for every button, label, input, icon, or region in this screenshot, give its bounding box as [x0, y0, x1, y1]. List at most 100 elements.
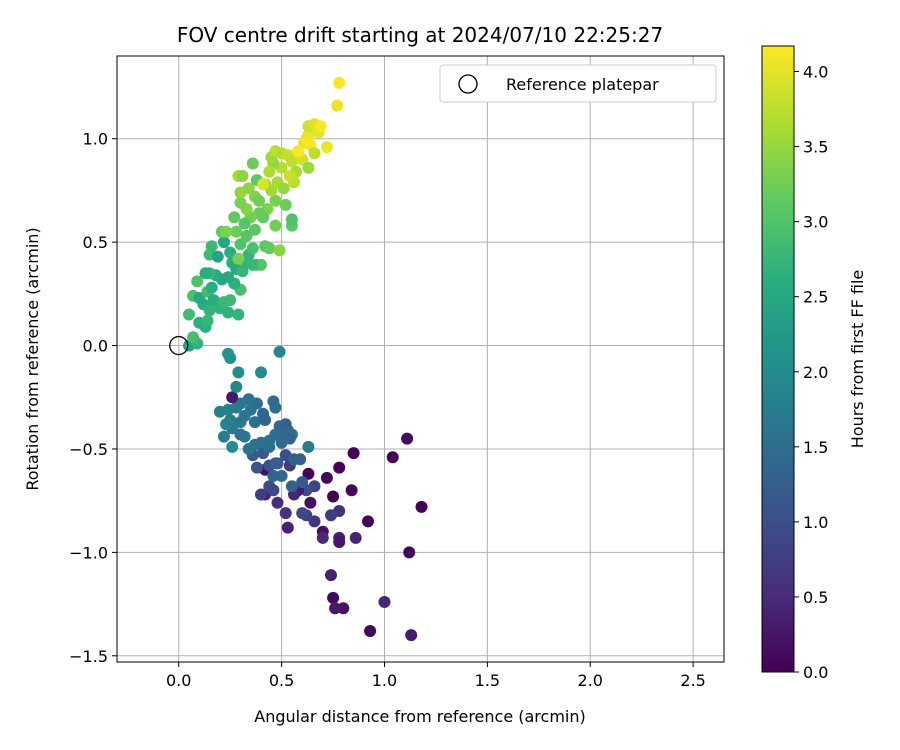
y-tick-label: 0.5 [83, 233, 108, 252]
data-point [224, 294, 237, 307]
data-point [199, 267, 212, 280]
data-point [333, 536, 346, 548]
data-point [267, 484, 280, 497]
reference-point [169, 335, 189, 356]
plot-frame [116, 55, 725, 663]
data-point [273, 345, 286, 358]
data-point [232, 252, 245, 265]
y-tick-label: 1.0 [83, 130, 108, 149]
data-point [267, 469, 280, 482]
y-axis-ticks: −1.5 −1.0 −0.5 0.0 0.5 1.0 [69, 130, 117, 666]
y-tick-label: −1.0 [69, 543, 108, 562]
data-point [288, 453, 300, 466]
data-point [230, 225, 243, 238]
data-point [203, 304, 216, 317]
plot-background [117, 56, 724, 662]
data-point [222, 306, 235, 319]
reference-marker [169, 335, 189, 356]
x-tick-label: 0.0 [166, 671, 191, 690]
data-point [364, 625, 377, 637]
data-point [275, 469, 288, 482]
data-point [255, 366, 267, 379]
data-point [337, 602, 350, 615]
data-point [220, 225, 233, 238]
x-tick-label: 0.5 [269, 671, 294, 690]
y-tick-label: 0.0 [83, 337, 108, 356]
data-point [302, 467, 315, 480]
data-point [205, 281, 218, 294]
data-point [285, 213, 298, 226]
legend-marker [458, 74, 478, 94]
data-point [265, 184, 278, 197]
x-tick-label: 2.5 [680, 671, 705, 690]
colorbar-tick-label: 0.5 [803, 588, 828, 607]
y-tick-label: −0.5 [69, 440, 108, 459]
data-point [325, 569, 337, 582]
data-point [320, 471, 333, 484]
data-point [316, 531, 329, 544]
data-point [246, 157, 259, 170]
data-point [401, 432, 414, 445]
data-point [320, 141, 333, 153]
colorbar-tick-label: 3.5 [803, 138, 828, 157]
data-point [201, 314, 214, 327]
data-point [405, 629, 418, 642]
data-points [183, 76, 428, 642]
data-point [248, 416, 261, 429]
data-point [269, 194, 282, 207]
data-point [331, 99, 344, 112]
legend-entry-reference: Reference platepar [506, 75, 659, 94]
data-point [234, 397, 247, 410]
data-point [236, 170, 249, 182]
data-point [232, 366, 245, 379]
data-point [255, 488, 267, 501]
data-point [224, 414, 237, 426]
data-point [187, 331, 200, 344]
data-point [329, 602, 342, 615]
data-point [205, 240, 218, 253]
data-point [263, 165, 276, 178]
data-point [234, 238, 247, 251]
data-point [327, 591, 340, 604]
data-point [273, 244, 286, 257]
data-point [285, 155, 298, 168]
data-point [246, 258, 259, 271]
data-point [378, 596, 391, 608]
data-point [283, 170, 296, 182]
data-point [386, 451, 399, 464]
x-tick-label: 1.5 [475, 671, 500, 690]
y-axis-label: Rotation from reference (arcmin) [23, 227, 42, 490]
data-point [263, 434, 276, 447]
data-point [253, 194, 265, 207]
data-point [345, 484, 358, 497]
data-point [238, 217, 251, 230]
data-point [292, 145, 305, 158]
data-point [269, 401, 282, 414]
data-point [314, 120, 327, 133]
plot-area: 0.0 0.5 1.0 1.5 2.0 2.5 −1.5 −1.0 −0.5 0.0 0.5 1.0 [69, 55, 725, 690]
data-point [269, 457, 282, 470]
data-point [250, 461, 263, 474]
data-point [296, 507, 309, 520]
legend: Reference platepar [439, 64, 717, 103]
data-point [230, 380, 243, 393]
data-point [285, 480, 298, 493]
data-point [279, 418, 292, 431]
colorbar-tick-label: 1.0 [803, 513, 828, 532]
colorbar-tick-label: 0.0 [803, 663, 828, 682]
data-point [275, 436, 288, 449]
data-point [415, 500, 428, 513]
data-point [302, 161, 315, 174]
data-point [191, 275, 204, 288]
data-point [183, 308, 195, 321]
data-point [279, 198, 292, 211]
colorbar-ticks: 0.0 0.5 1.0 1.5 2.0 2.5 3.0 3.5 4.0 [794, 63, 828, 682]
data-point [218, 430, 230, 443]
data-point [234, 428, 247, 441]
data-point [226, 440, 239, 453]
colorbar-tick-label: 4.0 [803, 63, 828, 82]
data-point [242, 182, 255, 195]
colorbar-tick-label: 2.0 [803, 363, 828, 382]
data-point [218, 236, 230, 249]
data-point [255, 258, 267, 271]
